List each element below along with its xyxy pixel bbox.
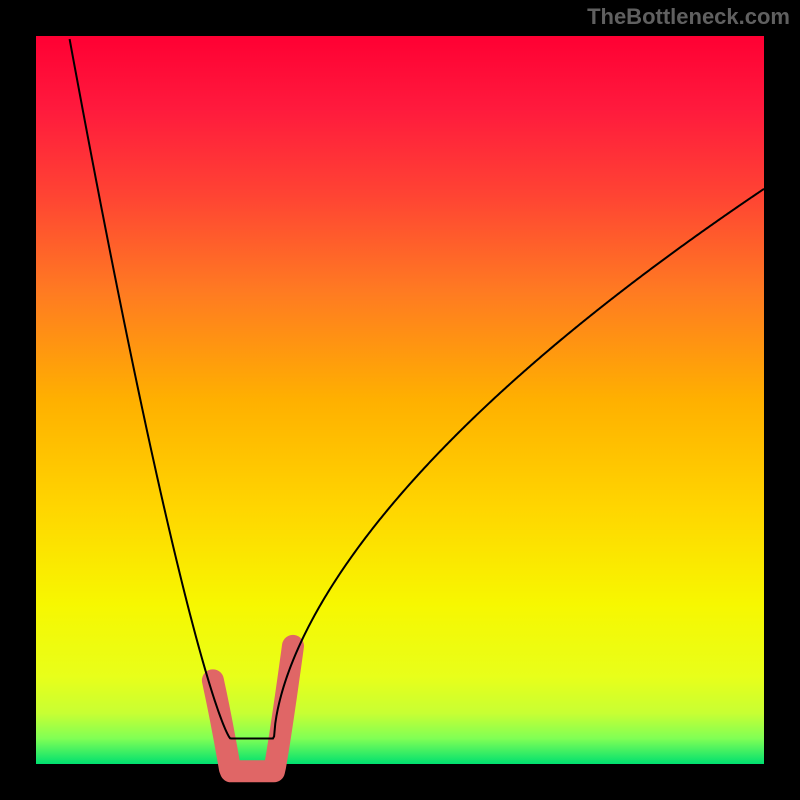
chart-container: TheBottleneck.com (0, 0, 800, 800)
bottleneck-chart (0, 0, 800, 800)
plot-gradient-background (36, 36, 764, 764)
watermark-text: TheBottleneck.com (587, 4, 790, 30)
